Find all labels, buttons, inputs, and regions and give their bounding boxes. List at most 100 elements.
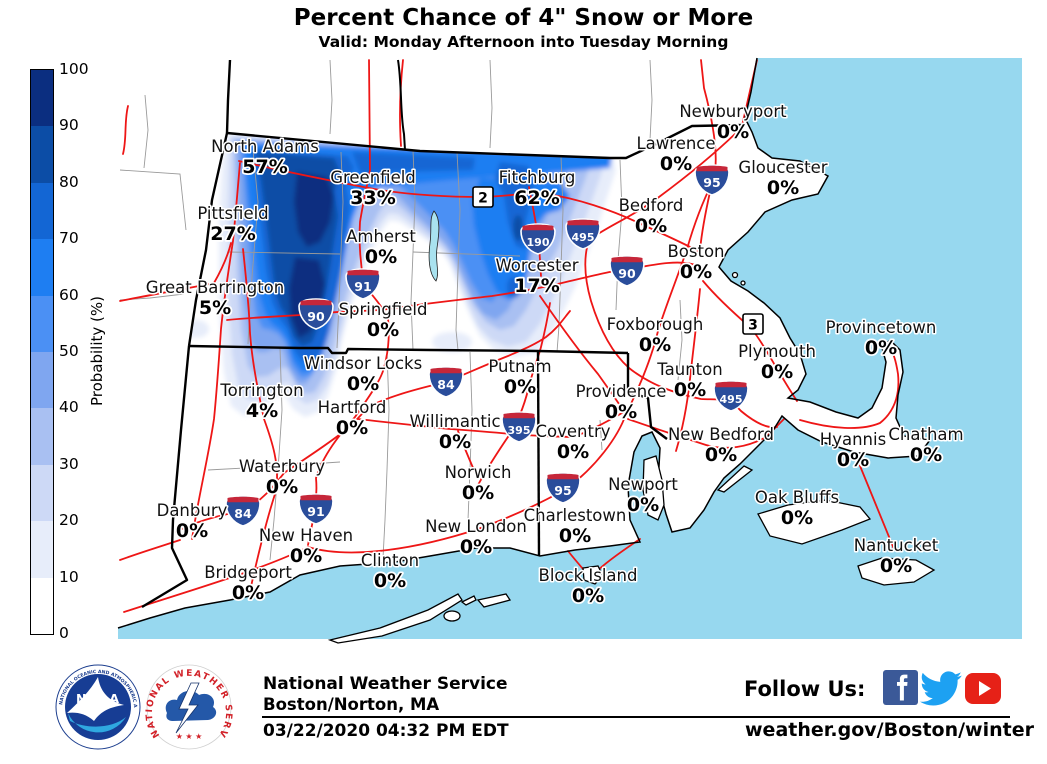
city-probability: 0% [367,319,399,341]
footer-datetime: 03/22/2020 04:32 PM EDT [263,721,509,741]
svg-text:2: 2 [478,191,488,207]
city-name: Putnam [488,357,551,376]
city-name: North Adams [211,137,319,156]
footer-agency: National Weather Service [263,674,508,694]
footer-divider [262,716,1010,718]
colorbar-tick-label: 80 [59,172,79,191]
youtube-icon [965,673,1001,704]
colorbar-axis-label: Probability (%) [88,295,106,407]
city-name: Danbury [157,501,228,520]
city-probability: 0% [374,570,406,592]
interstate-shield: 190 [520,223,556,255]
city-name: Nantucket [854,536,939,555]
city-probability: 0% [347,373,379,395]
nws-stars: ★ ★ ★ [176,732,203,741]
city-probability: 0% [176,520,208,542]
city-name: Newport [608,475,678,494]
route-marker: 2 [472,186,494,208]
city-name: Coventry [535,422,610,441]
svg-text:395: 395 [508,424,531,437]
city-probability: 0% [605,401,637,423]
city-name: New Bedford [668,425,774,444]
city-name: Amherst [346,227,416,246]
colorbar-tick-label: 60 [59,285,79,304]
probability-colorbar [30,69,54,635]
city-probability: 27% [210,223,255,245]
city-probability: 0% [266,476,298,498]
city-probability: 0% [761,361,793,383]
city-probability: 0% [572,585,604,607]
city-name: Foxborough [607,315,704,334]
city-probability: 0% [910,444,942,466]
interstate-shield: 95 [694,164,730,196]
interstate-shield: 84 [225,495,261,527]
city-probability: 57% [242,156,287,178]
page-subtitle: Valid: Monday Afternoon into Tuesday Mor… [318,33,729,52]
city-name: Bedford [619,196,684,215]
city-name: Taunton [656,360,722,379]
city-probability: 5% [199,297,231,319]
colorbar-tick-label: 0 [59,624,69,642]
city-probability: 0% [336,417,368,439]
colorbar-tick-label: 30 [59,454,79,473]
title-block: Percent Chance of 4" Snow or More Valid:… [0,5,1047,51]
city-name: Charlestown [524,506,627,525]
city-name: Willimantic [409,412,500,431]
colorbar-tick-label: 70 [59,229,79,248]
city-probability: 0% [635,215,667,237]
city-name: Springfield [339,300,428,319]
city-probability: 0% [660,153,692,175]
city-name: Lawrence [636,134,715,153]
city-name: Bridgeport [204,563,292,582]
city-probability: 0% [639,334,671,356]
colorbar-tick-label: 20 [59,511,79,530]
colorbar-tick-label: 50 [59,342,79,360]
route-marker: 3 [742,313,764,335]
footer-office: Boston/Norton, MA [263,695,440,714]
colorbar-segment [31,464,53,522]
city-probability: 0% [767,177,799,199]
city-name: Provincetown [826,318,937,337]
svg-text:84: 84 [437,377,455,392]
city-name: New London [425,517,527,536]
quabbin-reservoir [428,210,440,282]
city-probability: 0% [627,494,659,516]
colorbar-segment [31,295,53,353]
interstate-shield: 90 [609,255,645,287]
city-probability: 0% [837,449,869,471]
city-probability: 0% [365,246,397,268]
city-probability: 0% [674,379,706,401]
svg-text:190: 190 [527,236,550,249]
city-probability: 0% [460,536,492,558]
city-name: Fitchburg [499,168,576,187]
city-probability: 33% [350,187,395,209]
city-probability: 4% [246,400,278,422]
city-probability: 62% [514,187,559,209]
svg-text:91: 91 [307,504,324,519]
highway-shields: 95 495 190 90 91 90 84 395 84 91 95 495 2 3 [225,164,764,527]
city-name: Plymouth [738,342,816,361]
city-name: Hyannis [820,430,886,449]
city-probability: 0% [559,525,591,547]
city-probability: 0% [462,482,494,504]
state-borders [141,59,745,609]
